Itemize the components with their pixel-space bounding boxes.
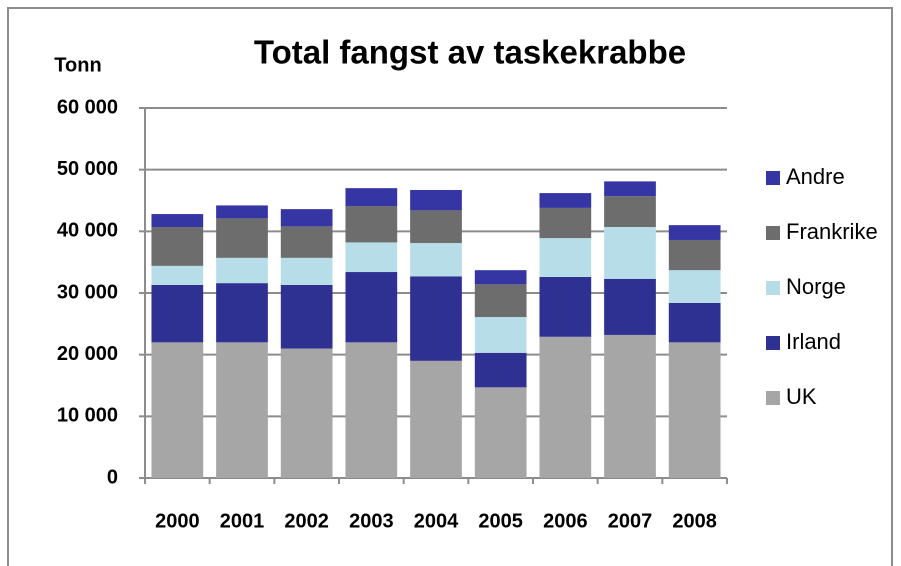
bar-segment bbox=[668, 225, 721, 240]
x-tick-label: 2003 bbox=[349, 510, 394, 532]
bar-segment bbox=[280, 284, 333, 349]
y-tick-label: 0 bbox=[107, 466, 118, 488]
bar-segment bbox=[604, 278, 656, 335]
bar-segment bbox=[410, 276, 462, 361]
x-tick-label: 2005 bbox=[478, 510, 523, 532]
bar-segment bbox=[474, 352, 527, 388]
legend-swatch bbox=[766, 226, 780, 240]
bar-segment bbox=[151, 265, 204, 285]
y-tick-label: 30 000 bbox=[57, 281, 118, 303]
bar-segment bbox=[151, 214, 204, 228]
bar-segment bbox=[474, 270, 527, 285]
bar-segment bbox=[216, 342, 268, 478]
bar-segment bbox=[410, 243, 462, 277]
bar-segment bbox=[216, 257, 268, 284]
bar-segment bbox=[410, 360, 462, 478]
legend-swatch bbox=[766, 336, 780, 350]
legend-label: UK bbox=[786, 384, 817, 409]
y-tick-label: 20 000 bbox=[57, 343, 118, 365]
bar-segment bbox=[151, 284, 204, 343]
bar-segment bbox=[539, 238, 592, 277]
bar-segment bbox=[668, 342, 721, 478]
x-tick-label: 2001 bbox=[220, 510, 265, 532]
bar-segment bbox=[668, 239, 721, 271]
bar-segment bbox=[216, 205, 268, 219]
x-tick-label: 2002 bbox=[284, 510, 329, 532]
bar-segment bbox=[474, 317, 527, 353]
bar-segment bbox=[151, 227, 204, 266]
bar-segment bbox=[604, 196, 656, 228]
bar-segment bbox=[539, 276, 592, 337]
bar-segment bbox=[668, 302, 721, 343]
legend-swatch bbox=[766, 281, 780, 295]
bar-segment bbox=[280, 209, 333, 227]
legend-label: Andre bbox=[786, 164, 845, 189]
legend-swatch bbox=[766, 171, 780, 185]
bar-segment bbox=[539, 336, 592, 478]
y-axis-label: Tonn bbox=[54, 54, 101, 76]
x-tick-label: 2007 bbox=[608, 510, 653, 532]
legend-swatch bbox=[766, 391, 780, 405]
bar-segment bbox=[345, 188, 398, 207]
legend-label: Frankrike bbox=[786, 219, 878, 244]
y-tick-label: 50 000 bbox=[57, 158, 118, 180]
bar-segment bbox=[345, 242, 398, 273]
bar-segment bbox=[604, 227, 656, 279]
y-tick-label: 10 000 bbox=[57, 405, 118, 427]
bar-segment bbox=[604, 181, 656, 197]
x-tick-label: 2008 bbox=[672, 510, 717, 532]
bar-segment bbox=[280, 348, 333, 478]
bar-segment bbox=[539, 193, 592, 208]
legend-label: Norge bbox=[786, 274, 846, 299]
y-tick-label: 40 000 bbox=[57, 220, 118, 242]
bar-segment bbox=[280, 226, 333, 258]
legend-label: Irland bbox=[786, 329, 841, 354]
x-tick-label: 2004 bbox=[414, 510, 459, 532]
bar-segment bbox=[345, 272, 398, 343]
bar-segment bbox=[216, 283, 268, 343]
x-tick-label: 2006 bbox=[543, 510, 588, 532]
bar-segment bbox=[280, 257, 333, 285]
bar-segment bbox=[539, 207, 592, 239]
bar-segment bbox=[474, 284, 527, 318]
bar-segment bbox=[345, 342, 398, 478]
bar-segment bbox=[668, 270, 721, 303]
bar-segment bbox=[151, 342, 204, 478]
bar-segment bbox=[410, 190, 462, 211]
bar-segment bbox=[345, 206, 398, 243]
x-tick-label: 2000 bbox=[155, 510, 200, 532]
bar-segment bbox=[604, 334, 656, 478]
bar-segment bbox=[410, 210, 462, 244]
bar-segment bbox=[474, 387, 527, 478]
y-tick-label: 60 000 bbox=[57, 96, 118, 118]
chart-title: Total fangst av taskekrabbe bbox=[254, 34, 686, 71]
bar-segment bbox=[216, 218, 268, 258]
